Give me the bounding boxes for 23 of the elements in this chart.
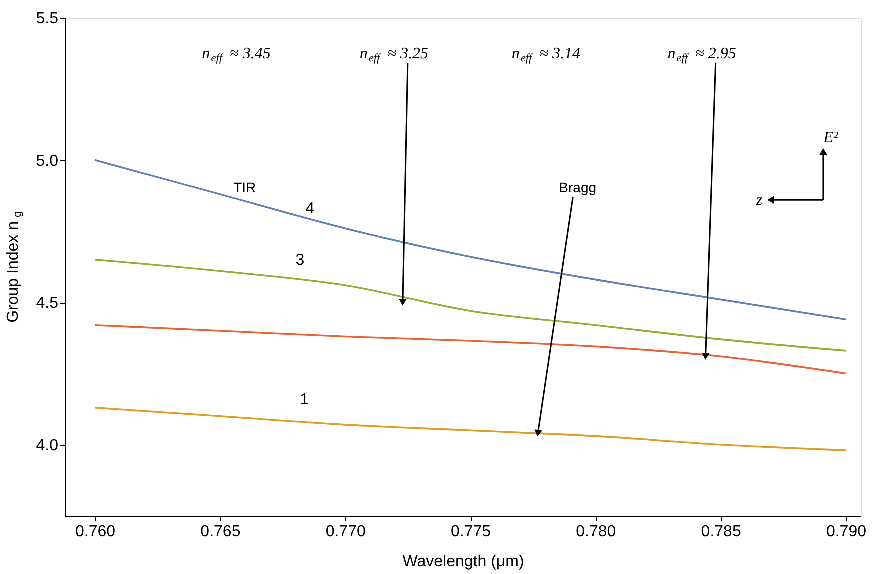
annotation: 1 xyxy=(300,391,310,408)
y-tick-label: 5.5 xyxy=(36,10,59,28)
line-series xyxy=(94,324,847,375)
line-series xyxy=(94,159,847,321)
x-tick-label: 0.760 xyxy=(76,524,116,540)
annotation: 3 xyxy=(296,252,305,269)
y-tick-label: 5.0 xyxy=(36,152,59,170)
y-axis-title: Group Index ng xyxy=(5,211,24,323)
annotation: TIR xyxy=(234,180,256,196)
x-tick-label: 0.780 xyxy=(576,524,616,540)
y-tick-label: 4.0 xyxy=(36,437,59,454)
x-tick-label: 0.765 xyxy=(200,524,241,540)
annotation: 4 xyxy=(306,200,315,218)
x-tick-label: 0.770 xyxy=(326,524,366,540)
line-series xyxy=(94,406,847,452)
x-tick-label: 0.785 xyxy=(701,524,742,540)
x-axis-title: Wavelength (μm) xyxy=(402,554,524,570)
annotation: E² xyxy=(822,130,840,147)
annotation: z xyxy=(755,192,764,210)
x-tick-label: 0.775 xyxy=(450,524,492,540)
y-tick-label: 4.5 xyxy=(36,295,59,312)
x-tick-label: 0.790 xyxy=(826,524,867,540)
annotation: Bragg xyxy=(559,180,597,196)
